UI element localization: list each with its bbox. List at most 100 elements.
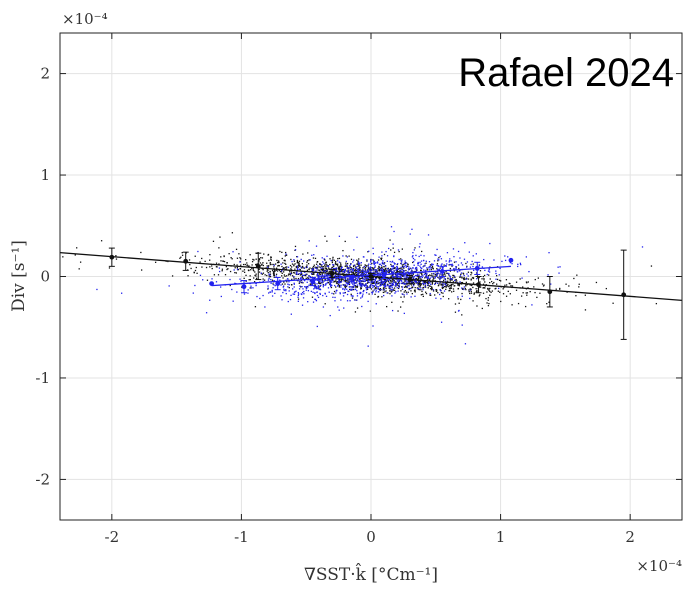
- data-point-series-2: [406, 271, 409, 273]
- data-point-series-2: [353, 283, 355, 285]
- data-point-series-2: [199, 274, 202, 276]
- data-point-series-2: [351, 282, 353, 284]
- data-point-series-1: [222, 260, 225, 262]
- data-point-series-1: [328, 279, 330, 281]
- data-point-series-2: [372, 286, 374, 289]
- data-point-series-1: [444, 275, 447, 277]
- data-point-series-1: [403, 282, 405, 284]
- data-point-series-1: [251, 260, 254, 263]
- data-point-series-1: [323, 270, 325, 272]
- data-point-series-2: [379, 272, 381, 274]
- data-point-series-2: [299, 285, 301, 287]
- data-point-series-1: [333, 269, 335, 271]
- data-point-series-2: [384, 280, 387, 282]
- data-point-series-2: [319, 275, 321, 277]
- data-point-series-1: [379, 287, 382, 290]
- data-point-series-1: [217, 274, 220, 276]
- data-point-series-1: [420, 278, 422, 280]
- data-point-series-2: [438, 259, 440, 261]
- data-point-series-1: [431, 281, 433, 283]
- data-point-series-2: [374, 269, 376, 271]
- data-point-series-1: [461, 288, 464, 290]
- data-point-series-2: [360, 280, 362, 282]
- data-point-series-2: [378, 279, 381, 281]
- data-point-series-2: [425, 274, 427, 276]
- data-point-series-2: [487, 270, 490, 272]
- data-point-series-2: [394, 285, 396, 287]
- data-point-series-1: [389, 282, 391, 285]
- data-point-series-2: [501, 260, 503, 263]
- data-point-series-2: [239, 278, 241, 280]
- data-point-series-2: [361, 270, 363, 272]
- data-point-series-1: [450, 287, 452, 289]
- data-point-series-2: [332, 296, 334, 298]
- data-point-series-1: [470, 279, 472, 281]
- data-point-series-1: [276, 259, 278, 262]
- data-point-series-1: [431, 287, 433, 289]
- data-point-series-1: [444, 278, 446, 281]
- data-point-series-2: [372, 278, 374, 280]
- data-point-series-1: [335, 286, 337, 288]
- data-point-series-1: [252, 269, 254, 271]
- data-point-series-2: [374, 265, 376, 267]
- data-point-series-1: [479, 281, 481, 283]
- data-point-series-1: [401, 265, 404, 268]
- data-point-series-1: [460, 273, 462, 276]
- data-point-series-2: [402, 283, 405, 285]
- data-point-series-2: [283, 285, 285, 287]
- data-point-series-1: [310, 284, 312, 286]
- data-point-series-1: [400, 290, 402, 292]
- data-point-series-1: [326, 270, 328, 272]
- data-point-series-1: [308, 268, 310, 270]
- data-point-series-1: [398, 250, 400, 253]
- data-point-series-2: [260, 272, 262, 274]
- data-point-series-2: [255, 284, 257, 287]
- data-point-series-1: [294, 268, 296, 270]
- data-point-series-1: [273, 276, 275, 278]
- data-point-series-2: [326, 275, 328, 277]
- data-point-series-1: [500, 300, 502, 303]
- data-point-series-2: [410, 281, 413, 283]
- data-point-series-1: [270, 259, 272, 261]
- data-point-series-2: [279, 279, 281, 281]
- data-point-series-1: [465, 262, 467, 265]
- data-point-series-1: [350, 262, 352, 265]
- data-point-series-2: [471, 260, 473, 263]
- data-point-series-1: [282, 262, 284, 264]
- data-point-series-1: [389, 288, 391, 290]
- data-point-series-2: [408, 273, 411, 276]
- data-point-series-1: [220, 260, 222, 262]
- data-point-series-2: [353, 276, 355, 278]
- data-point-series-1: [482, 275, 484, 278]
- data-point-series-1: [335, 260, 337, 263]
- data-point-series-2: [356, 278, 359, 281]
- data-point-series-1: [272, 271, 275, 273]
- data-point-series-1: [420, 269, 422, 272]
- data-point-series-1: [427, 278, 429, 281]
- data-point-series-2: [215, 281, 218, 283]
- data-point-series-1: [401, 275, 403, 277]
- data-point-series-1: [338, 257, 341, 260]
- data-point-series-2: [332, 270, 335, 272]
- data-point-series-1: [434, 282, 436, 285]
- data-point-series-1: [356, 286, 358, 289]
- data-point-series-2: [511, 263, 513, 265]
- data-point-series-1: [452, 281, 455, 283]
- data-point-series-2: [285, 290, 287, 292]
- data-point-series-1: [263, 253, 265, 255]
- data-point-series-1: [405, 291, 407, 293]
- data-point-series-2: [270, 282, 272, 284]
- data-point-series-1: [240, 264, 242, 266]
- data-point-series-1: [454, 276, 456, 279]
- data-point-series-2: [426, 276, 428, 278]
- data-point-series-1: [301, 262, 304, 265]
- data-point-series-1: [471, 284, 473, 287]
- data-point-series-2: [287, 300, 289, 303]
- data-point-series-2: [360, 262, 362, 264]
- data-point-series-2: [415, 254, 417, 257]
- data-point-series-1: [335, 276, 338, 278]
- data-point-series-2: [408, 285, 410, 287]
- data-point-series-2: [349, 269, 352, 271]
- data-point-series-2: [430, 267, 432, 269]
- data-point-series-1: [457, 298, 459, 300]
